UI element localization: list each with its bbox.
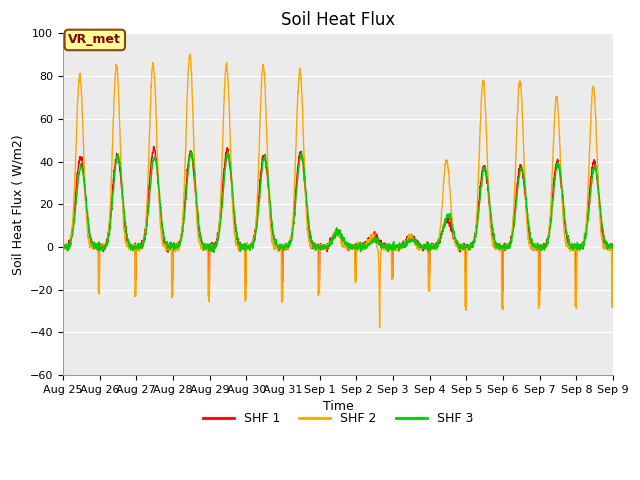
SHF 2 [376, 324, 383, 330]
Text: VR_met: VR_met [68, 34, 121, 47]
SHF 1 [609, 293, 616, 299]
SHF 2 [186, 51, 194, 57]
Title: Soil Heat Flux: Soil Heat Flux [281, 11, 395, 29]
SHF 1 [561, 222, 568, 228]
SHF 3 [355, 245, 362, 251]
SHF 2 [561, 236, 569, 241]
SHF 3 [577, 246, 584, 252]
SHF 3 [210, 250, 218, 255]
SHF 3 [366, 240, 374, 246]
SHF 2 [212, 241, 220, 247]
SHF 2 [366, 234, 374, 240]
SHF 3 [561, 217, 569, 223]
SHF 3 [224, 149, 232, 155]
Y-axis label: Soil Heat Flux ( W/m2): Soil Heat Flux ( W/m2) [11, 134, 24, 275]
SHF 2 [59, 242, 67, 248]
SHF 1 [609, 244, 617, 250]
SHF 2 [499, 304, 506, 310]
SHF 1 [498, 245, 506, 251]
SHF 3 [59, 244, 67, 250]
SHF 1 [59, 242, 67, 248]
SHF 1 [212, 240, 220, 245]
SHF 2 [354, 239, 362, 245]
SHF 3 [609, 244, 617, 250]
SHF 1 [576, 243, 584, 249]
Line: SHF 1: SHF 1 [63, 146, 613, 296]
Line: SHF 3: SHF 3 [63, 152, 613, 252]
SHF 3 [212, 240, 220, 246]
Line: SHF 2: SHF 2 [63, 54, 613, 327]
SHF 1 [354, 242, 362, 248]
X-axis label: Time: Time [323, 400, 353, 413]
SHF 2 [577, 244, 584, 250]
SHF 1 [366, 236, 374, 242]
SHF 2 [609, 246, 617, 252]
Legend: SHF 1, SHF 2, SHF 3: SHF 1, SHF 2, SHF 3 [198, 407, 478, 430]
SHF 1 [150, 144, 157, 149]
SHF 3 [499, 244, 506, 250]
